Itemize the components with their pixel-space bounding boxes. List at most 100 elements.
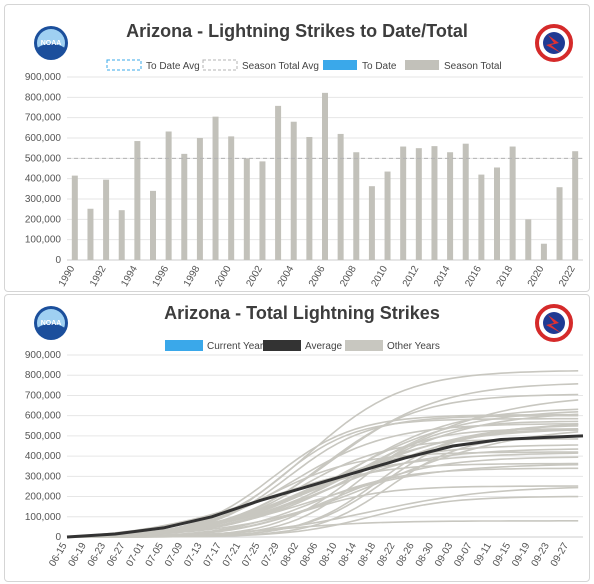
y-tick-label: 300,000	[25, 194, 62, 205]
x-tick-label: 2018	[495, 264, 516, 289]
other-year-line	[66, 417, 579, 538]
x-tick-label: 09-15	[491, 541, 514, 569]
y-tick-label: 800,000	[25, 370, 62, 381]
chart-title: Arizona - Lightning Strikes to Date/Tota…	[126, 21, 468, 41]
x-tick-label: 07-25	[240, 541, 263, 569]
x-tick-label: 2006	[307, 264, 328, 289]
bar-season-total-2006	[322, 92, 328, 260]
bar-season-total-2015	[462, 143, 469, 260]
legend-swatch-season-total-avg	[202, 59, 238, 71]
bar-season-total-2007	[337, 133, 344, 260]
chart-title: Arizona - Total Lightning Strikes	[164, 303, 440, 323]
other-year-line	[66, 452, 579, 538]
bar-season-total-2004	[290, 121, 297, 260]
x-tick-label: 08-06	[298, 541, 321, 569]
legend-swatch-other-years	[345, 340, 383, 351]
bar-season-total-1997	[181, 153, 188, 260]
other-year-line	[67, 428, 579, 538]
x-tick-label: 09-19	[510, 541, 533, 569]
bar-season-total-2021	[556, 187, 563, 260]
bar-season-total-1999	[212, 116, 219, 261]
x-tick-label: 2014	[432, 264, 453, 289]
svg-text:NOAA: NOAA	[41, 320, 62, 327]
legend-label-average: Average	[305, 341, 343, 352]
x-tick-label: 06-15	[47, 541, 70, 569]
x-tick-label: 1998	[182, 264, 203, 289]
x-tick-label: 06-23	[86, 541, 109, 569]
y-tick-label: 300,000	[25, 471, 62, 482]
y-tick-label: 100,000	[25, 235, 62, 246]
x-tick-label: 07-05	[144, 541, 167, 569]
bar-season-total-2018	[509, 146, 516, 260]
legend-label-to-date-avg: To Date Avg	[146, 61, 200, 72]
x-tick-label: 07-13	[182, 541, 205, 569]
y-tick-label: 100,000	[25, 512, 62, 523]
x-tick-label: 09-03	[433, 541, 456, 569]
x-tick-label: 1996	[151, 264, 172, 289]
y-tick-label: 900,000	[25, 350, 62, 361]
legend-label-season-total-avg: Season Total Avg	[242, 61, 319, 72]
x-tick-label: 2012	[401, 264, 422, 289]
y-tick-label: 700,000	[25, 113, 62, 124]
average-line	[66, 434, 584, 539]
x-tick-label: 2016	[463, 264, 484, 289]
x-tick-label: 08-10	[317, 541, 340, 569]
x-tick-label: 06-19	[67, 541, 90, 569]
bar-season-total-2005	[306, 136, 313, 260]
x-tick-label: 2022	[557, 264, 578, 289]
legend-swatch-average	[263, 340, 301, 351]
svg-text:NOAA: NOAA	[41, 40, 62, 47]
bar-season-total-2008	[353, 152, 360, 260]
bar-season-total-2003	[275, 105, 282, 260]
x-tick-label: 1990	[57, 264, 78, 289]
to-date-total-chart: Arizona - Lightning Strikes to Date/Tota…	[25, 21, 583, 289]
x-tick-label: 1992	[88, 264, 109, 289]
other-year-line	[66, 383, 579, 538]
x-tick-label: 2008	[338, 264, 359, 289]
bar-season-total-1991	[87, 208, 94, 260]
legend-label-current-year: Current Year	[207, 341, 264, 352]
x-tick-label: 2000	[213, 264, 234, 289]
x-tick-label: 07-21	[221, 541, 244, 569]
other-year-line	[66, 448, 579, 538]
y-tick-label: 200,000	[25, 214, 62, 225]
x-tick-label: 09-07	[452, 541, 475, 569]
x-tick-label: 08-02	[279, 541, 302, 569]
x-tick-label: 08-26	[394, 541, 417, 569]
x-tick-label: 08-22	[375, 541, 398, 569]
y-tick-label: 200,000	[25, 492, 62, 503]
to-date-total-chart-panel: Arizona - Lightning Strikes to Date/Tota…	[4, 4, 590, 292]
x-tick-label: 1994	[119, 264, 140, 289]
y-tick-label: 0	[55, 532, 61, 543]
bar-season-total-1992	[103, 179, 110, 260]
other-year-line	[66, 423, 579, 538]
bar-season-total-2022	[572, 151, 579, 260]
y-tick-label: 600,000	[25, 411, 62, 422]
bar-season-total-2009	[368, 186, 375, 260]
bar-season-total-1994	[134, 141, 141, 260]
total-lightning-chart-panel: Arizona - Total Lightning Strikes NOAA C…	[4, 294, 590, 582]
x-tick-label: 06-27	[105, 541, 128, 569]
bar-season-total-1993	[118, 210, 125, 260]
y-tick-label: 400,000	[25, 174, 62, 185]
x-tick-label: 08-14	[337, 541, 360, 569]
chart-legend: Current Year Average Other Years	[165, 340, 440, 352]
x-tick-label: 07-09	[163, 541, 186, 569]
x-tick-label: 09-23	[530, 541, 553, 569]
legend-label-season-total: Season Total	[444, 61, 502, 72]
bar-season-total-2019	[525, 219, 532, 260]
x-tick-label: 08-30	[414, 541, 437, 569]
other-year-line	[66, 463, 579, 538]
x-tick-label: 2010	[369, 264, 390, 289]
x-tick-label: 09-27	[549, 541, 572, 569]
y-tick-label: 400,000	[25, 451, 62, 462]
x-tick-label: 07-29	[259, 541, 282, 569]
national-weather-service-logo	[535, 304, 573, 342]
x-tick-label: 07-17	[202, 541, 225, 569]
y-tick-label: 0	[55, 255, 61, 266]
legend-swatch-current-year	[165, 340, 203, 351]
x-tick-label: 07-01	[124, 541, 147, 569]
y-tick-label: 700,000	[25, 390, 62, 401]
bar-season-total-1998	[196, 138, 203, 260]
bar-season-total-2017	[494, 167, 500, 260]
